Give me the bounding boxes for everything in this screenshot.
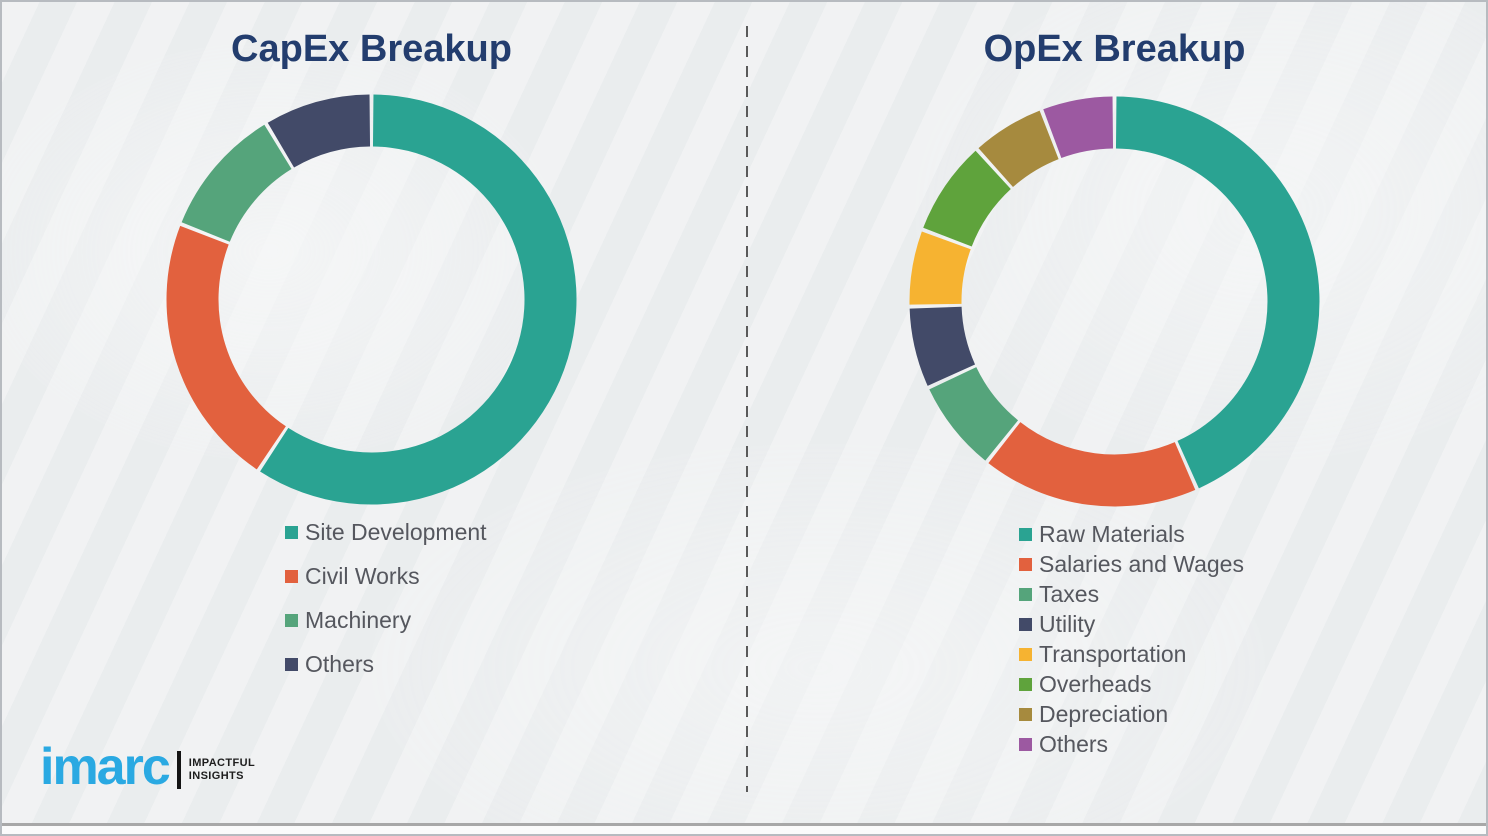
legend-label: Overheads <box>1039 670 1152 697</box>
legend-marker <box>285 657 298 671</box>
legend-item-raw-materials: Raw Materials <box>1019 519 1244 549</box>
legend-label: Site Development <box>305 518 487 545</box>
donut-segment-raw-materials <box>1115 96 1320 489</box>
legend-marker <box>1019 527 1032 541</box>
donut-segment-civil-works <box>166 225 286 470</box>
legend-label: Transportation <box>1039 640 1187 667</box>
legend-marker <box>285 525 298 539</box>
capex-chart-title: CapEx Breakup <box>231 28 512 70</box>
donut-segment-others <box>1043 96 1114 159</box>
legend-label: Others <box>305 650 375 677</box>
legend-marker <box>1019 707 1032 721</box>
bottom-strip <box>2 826 1486 834</box>
opex-donut-chart <box>909 96 1320 507</box>
legend-label: Raw Materials <box>1039 520 1185 547</box>
legend-label: Utility <box>1039 610 1096 637</box>
donut-segment-salaries-and-wages <box>988 422 1196 507</box>
legend-item-salaries-and-wages: Salaries and Wages <box>1019 549 1244 579</box>
legend-label: Others <box>1039 730 1109 757</box>
legend-label: Machinery <box>305 606 412 633</box>
legend-item-transportation: Transportation <box>1019 639 1244 669</box>
opex-legend: Raw Materials Salaries and Wages Taxes Util… <box>1019 519 1244 759</box>
legend-item-taxes: Taxes <box>1019 579 1244 609</box>
legend-marker <box>1019 587 1032 601</box>
imarc-tagline-line2: INSIGHTS <box>188 770 244 782</box>
donut-segment-transportation <box>909 231 971 305</box>
legend-item-depreciation: Depreciation <box>1019 699 1244 729</box>
bottom-rule <box>2 823 1486 826</box>
capex-legend: Site Development Civil Works Machinery Othe… <box>285 517 487 679</box>
opex-chart-title: OpEx Breakup <box>983 28 1246 70</box>
legend-label: Taxes <box>1039 580 1100 607</box>
legend-item-machinery: Machinery <box>285 605 487 635</box>
legend-marker <box>1019 617 1032 631</box>
donut-segment-utility <box>909 306 976 386</box>
dashed-divider-line <box>746 26 748 792</box>
donut-segment-taxes <box>929 367 1019 461</box>
legend-marker <box>1019 737 1032 751</box>
donut-segment-machinery <box>181 124 292 242</box>
imarc-tagline-line1: IMPACTFUL <box>188 757 256 769</box>
donut-segment-site-development <box>260 94 577 505</box>
imarc-logo: imarc IMPACTFUL INSIGHTS <box>40 738 255 796</box>
donut-segment-overheads <box>923 150 1011 247</box>
legend-label: Depreciation <box>1039 700 1169 727</box>
legend-marker <box>1019 557 1032 571</box>
donut-segment-others <box>267 94 371 168</box>
legend-item-overheads: Overheads <box>1019 669 1244 699</box>
imarc-logo-tagline: IMPACTFUL INSIGHTS <box>189 757 255 783</box>
legend-marker <box>1019 677 1032 691</box>
imarc-logo-separator-bar <box>176 751 181 789</box>
capex-donut-chart <box>166 94 577 505</box>
donut-segment-depreciation <box>978 110 1059 188</box>
legend-item-others: Others <box>285 649 487 679</box>
legend-marker <box>285 569 298 583</box>
legend-item-site-development: Site Development <box>285 517 487 547</box>
legend-item-others: Others <box>1019 729 1244 759</box>
legend-marker <box>285 613 298 627</box>
legend-label: Civil Works <box>305 562 420 589</box>
legend-item-civil-works: Civil Works <box>285 561 487 591</box>
legend-label: Salaries and Wages <box>1039 550 1244 577</box>
legend-marker <box>1019 647 1032 661</box>
legend-item-utility: Utility <box>1019 609 1244 639</box>
imarc-logo-wordmark: imarc <box>40 738 171 796</box>
